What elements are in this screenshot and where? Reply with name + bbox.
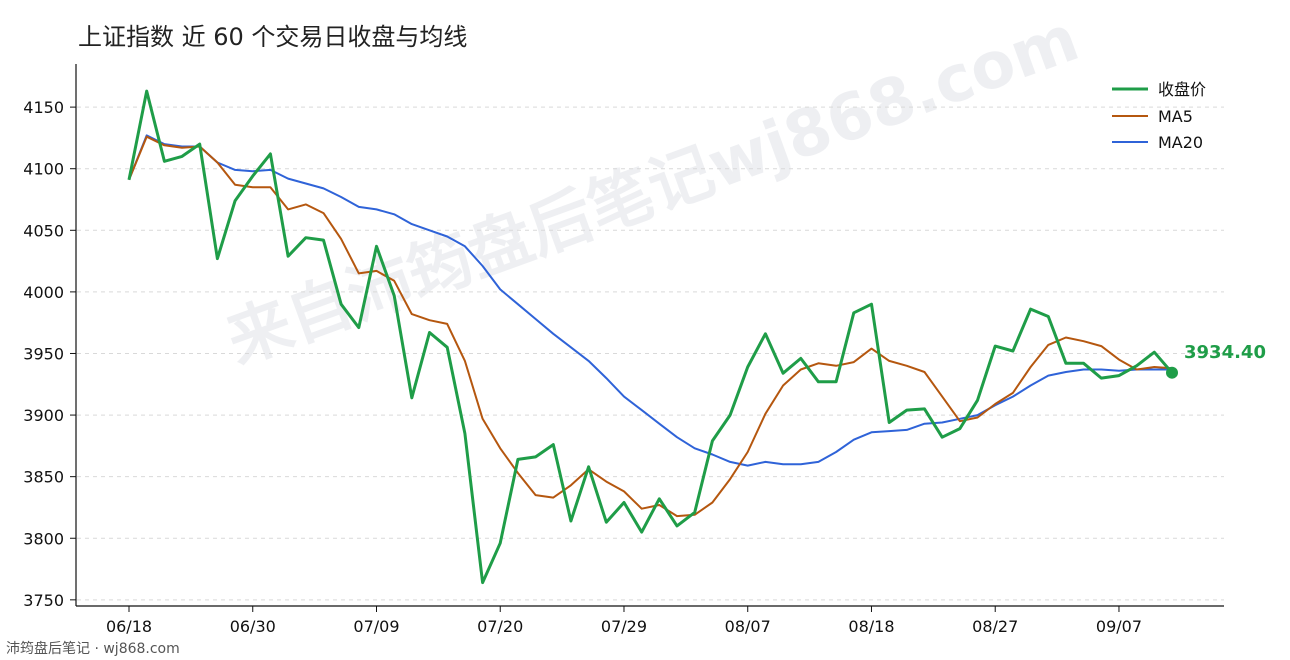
y-tick-label: 3750: [23, 591, 64, 610]
last-point-group: 3934.40: [1166, 342, 1266, 379]
chart-title: 上证指数 近 60 个交易日收盘与均线: [78, 23, 467, 51]
x-tick-label: 08/18: [848, 617, 894, 636]
y-tick-label: 3850: [23, 468, 64, 487]
x-tick-label: 08/07: [725, 617, 771, 636]
legend-label-ma5: MA5: [1158, 107, 1193, 126]
x-tick-label: 08/27: [972, 617, 1018, 636]
series-line-close: [127, 89, 1174, 585]
legend-label-ma20: MA20: [1158, 133, 1203, 152]
x-tick-label: 07/20: [477, 617, 523, 636]
y-tick-label: 3950: [23, 344, 64, 363]
x-tick-label: 06/18: [106, 617, 152, 636]
last-value-label: 3934.40: [1184, 342, 1266, 363]
watermark: 来自沛筠盘后笔记wj868.com: [218, 2, 1089, 379]
series-lines: [127, 89, 1174, 585]
y-ticks: 3750 3800 3850 3900 3950 4000 4050 4100 4150: [23, 98, 76, 610]
x-tick-label: 07/09: [353, 617, 399, 636]
y-tick-label: 3800: [23, 529, 64, 548]
footer-credit: 沛筠盘后笔记 · wj868.com: [6, 640, 180, 657]
last-point-marker: [1166, 366, 1178, 379]
x-tick-label: 07/29: [601, 617, 647, 636]
x-tick-label: 09/07: [1096, 617, 1142, 636]
y-tick-label: 3900: [23, 406, 64, 425]
legend: 收盘价 MA5 MA20: [1112, 80, 1206, 152]
y-tick-label: 4000: [23, 283, 64, 302]
y-tick-label: 4100: [23, 160, 64, 179]
x-ticks: 06/18 06/30 07/09 07/20 07/29 08/07 08/18 08/27…: [106, 606, 1142, 636]
x-tick-label: 06/30: [230, 617, 276, 636]
y-tick-label: 4150: [23, 98, 64, 117]
series-line-ma20: [128, 134, 1172, 467]
grid: [77, 106, 1224, 601]
legend-label-close: 收盘价: [1158, 80, 1206, 99]
y-tick-label: 4050: [23, 221, 64, 240]
axes: [75, 64, 1224, 607]
series-line-ma5: [128, 135, 1173, 518]
